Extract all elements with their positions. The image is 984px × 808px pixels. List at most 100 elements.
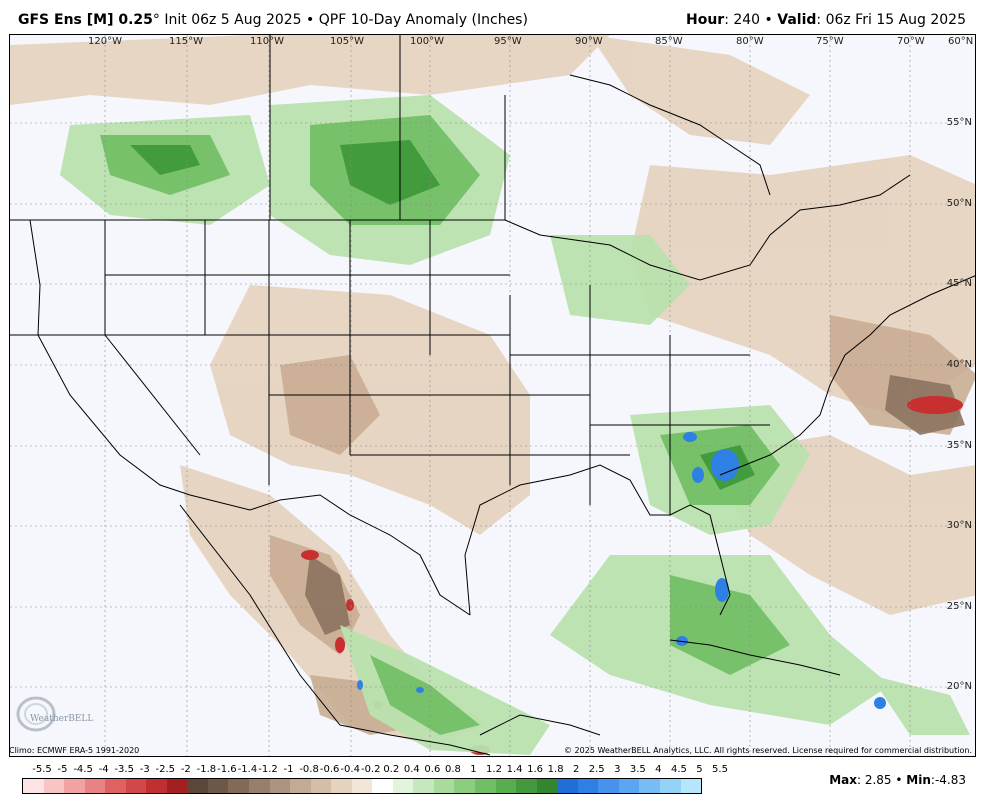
- lon-label-105w: 105°W: [330, 36, 364, 47]
- min-value: :-4.83: [930, 773, 966, 787]
- legend-swatch: [228, 779, 250, 793]
- valid-bullet: •: [764, 12, 773, 28]
- legend-swatch: [454, 779, 476, 793]
- legend-tick-label: -0.4: [340, 764, 360, 775]
- stats-bullet: •: [895, 773, 903, 787]
- lon-label-120w: 120°W: [88, 36, 122, 47]
- min-label: Min: [906, 773, 931, 787]
- hour-label: Hour: [685, 12, 725, 28]
- legend-swatch: [639, 779, 660, 793]
- legend-tick-label: -3: [139, 764, 150, 775]
- valid-label: Valid: [777, 12, 817, 28]
- lat-label-60n: 60°N: [948, 36, 974, 47]
- legend-tick-label: 1.4: [506, 764, 523, 775]
- lon-label-115w: 115°W: [169, 36, 203, 47]
- legend-swatch: [64, 779, 85, 793]
- legend-swatch: [536, 779, 558, 793]
- lat-label-45n: 45°N: [946, 278, 972, 289]
- legend-swatch: [166, 779, 188, 793]
- legend-swatch: [207, 779, 229, 793]
- legend-tick-label: 1.6: [527, 764, 544, 775]
- lat-label-40n: 40°N: [946, 359, 972, 370]
- lon-label-90w: 90°W: [575, 36, 603, 47]
- legend-swatch: [331, 779, 352, 793]
- legend-tick-label: 3: [614, 764, 621, 775]
- legend-tick-label: 0.8: [444, 764, 461, 775]
- legend-swatch: [125, 779, 147, 793]
- max-label: Max: [829, 773, 857, 787]
- legend-swatch: [475, 779, 496, 793]
- legend-swatch: [680, 779, 702, 793]
- lon-label-85w: 85°W: [655, 36, 683, 47]
- legend-colorbar: [22, 778, 702, 794]
- map-footer: Climo: ECMWF ERA-5 1991-2020 © 2025 Weat…: [9, 745, 976, 757]
- legend-swatch: [516, 779, 537, 793]
- legend-swatch: [290, 779, 311, 793]
- legend-tick-label: 0.2: [383, 764, 400, 775]
- legend-swatch: [392, 779, 414, 793]
- legend-tick-label: -1.8: [196, 764, 217, 775]
- lon-label-100w: 100°W: [410, 36, 444, 47]
- legend-swatch: [84, 779, 106, 793]
- legend-tick-label: 4.5: [670, 764, 687, 775]
- logo-text: WeatherBELL: [30, 714, 93, 724]
- climo-note: Climo: ECMWF ERA-5 1991-2020: [9, 746, 140, 755]
- valid-value: : 06z Fri 15 Aug 2025: [816, 12, 966, 28]
- lat-label-50n: 50°N: [946, 198, 972, 209]
- legend-swatch: [413, 779, 434, 793]
- legend-swatch: [577, 779, 599, 793]
- max-value: : 2.85: [856, 773, 892, 787]
- map-title: GFS Ens [M] 0.25° Init 06z 5 Aug 2025 • …: [18, 12, 528, 28]
- legend-swatch: [269, 779, 291, 793]
- legend-ticks: -5.5 -5 -4.5 -4 -3.5 -3 -2.5 -2 -1.8 -1.6 -1.4 -1.2…: [22, 764, 728, 778]
- header-bar: GFS Ens [M] 0.25° Init 06z 5 Aug 2025 • …: [0, 0, 984, 34]
- legend-tick-label: 0.4: [403, 764, 420, 775]
- legend-swatch: [372, 779, 393, 793]
- legend-swatch: [598, 779, 619, 793]
- legend-swatch: [495, 779, 517, 793]
- legend-tick-label: -3.5: [114, 764, 134, 775]
- legend-tick-label: -4: [98, 764, 109, 775]
- legend-swatch: [105, 779, 126, 793]
- legend-tick-label: 2: [572, 764, 580, 775]
- lon-label-110w: 110°W: [250, 36, 284, 47]
- legend-tick-label: -5.5: [32, 764, 52, 775]
- lat-label-35n: 35°N: [946, 440, 972, 451]
- legend-swatch: [249, 779, 270, 793]
- legend-swatch: [187, 779, 208, 793]
- lat-label-55n: 55°N: [946, 117, 972, 128]
- init-time: Init 06z 5 Aug 2025: [164, 12, 302, 28]
- legend-tick-label: -4.5: [73, 764, 93, 775]
- hour-value: : 240: [724, 12, 761, 28]
- legend-tick-label: 0.6: [424, 764, 441, 775]
- legend-swatch: [351, 779, 373, 793]
- legend-tick-label: -0.8: [299, 764, 319, 775]
- legend-tick-label: -2: [180, 764, 191, 775]
- max-min-readout: Max: 2.85 • Min:-4.83: [829, 773, 966, 787]
- qpf-anomaly-map: 120°W 115°W 110°W 105°W 100°W 95°W 90°W …: [9, 34, 976, 757]
- degree-symbol: °: [152, 12, 160, 28]
- lon-label-70w: 70°W: [897, 36, 925, 47]
- lat-label-30n: 30°N: [946, 520, 972, 531]
- legend-swatch: [43, 779, 65, 793]
- product-name: QPF 10-Day Anomaly (Inches): [318, 12, 528, 28]
- legend-tick-label: -2.5: [155, 764, 176, 775]
- legend-swatch: [23, 779, 44, 793]
- title-bullet: •: [306, 12, 315, 28]
- lon-label-75w: 75°W: [816, 36, 844, 47]
- weatherbell-logo: WeatherBELL: [16, 696, 93, 732]
- legend-tick-label: -1.6: [217, 764, 237, 775]
- lat-label-20n: 20°N: [946, 681, 972, 692]
- legend-tick-label: -0.6: [319, 764, 340, 775]
- legend-tick-label: 1.2: [486, 764, 502, 775]
- legend-tick-label: 5.5: [712, 764, 728, 775]
- legend-swatch: [146, 779, 167, 793]
- legend-tick-label: -1.4: [237, 764, 258, 775]
- legend-swatch: [659, 779, 681, 793]
- legend-swatch: [433, 779, 455, 793]
- legend-tick-label: -1: [283, 764, 294, 775]
- legend-tick-label: 3.5: [629, 764, 646, 775]
- legend-tick-label: 5: [696, 764, 703, 775]
- color-legend: -5.5 -5 -4.5 -4 -3.5 -3 -2.5 -2 -1.8 -1.6 -1.4 -1.2…: [22, 764, 728, 794]
- legend-swatch: [618, 779, 640, 793]
